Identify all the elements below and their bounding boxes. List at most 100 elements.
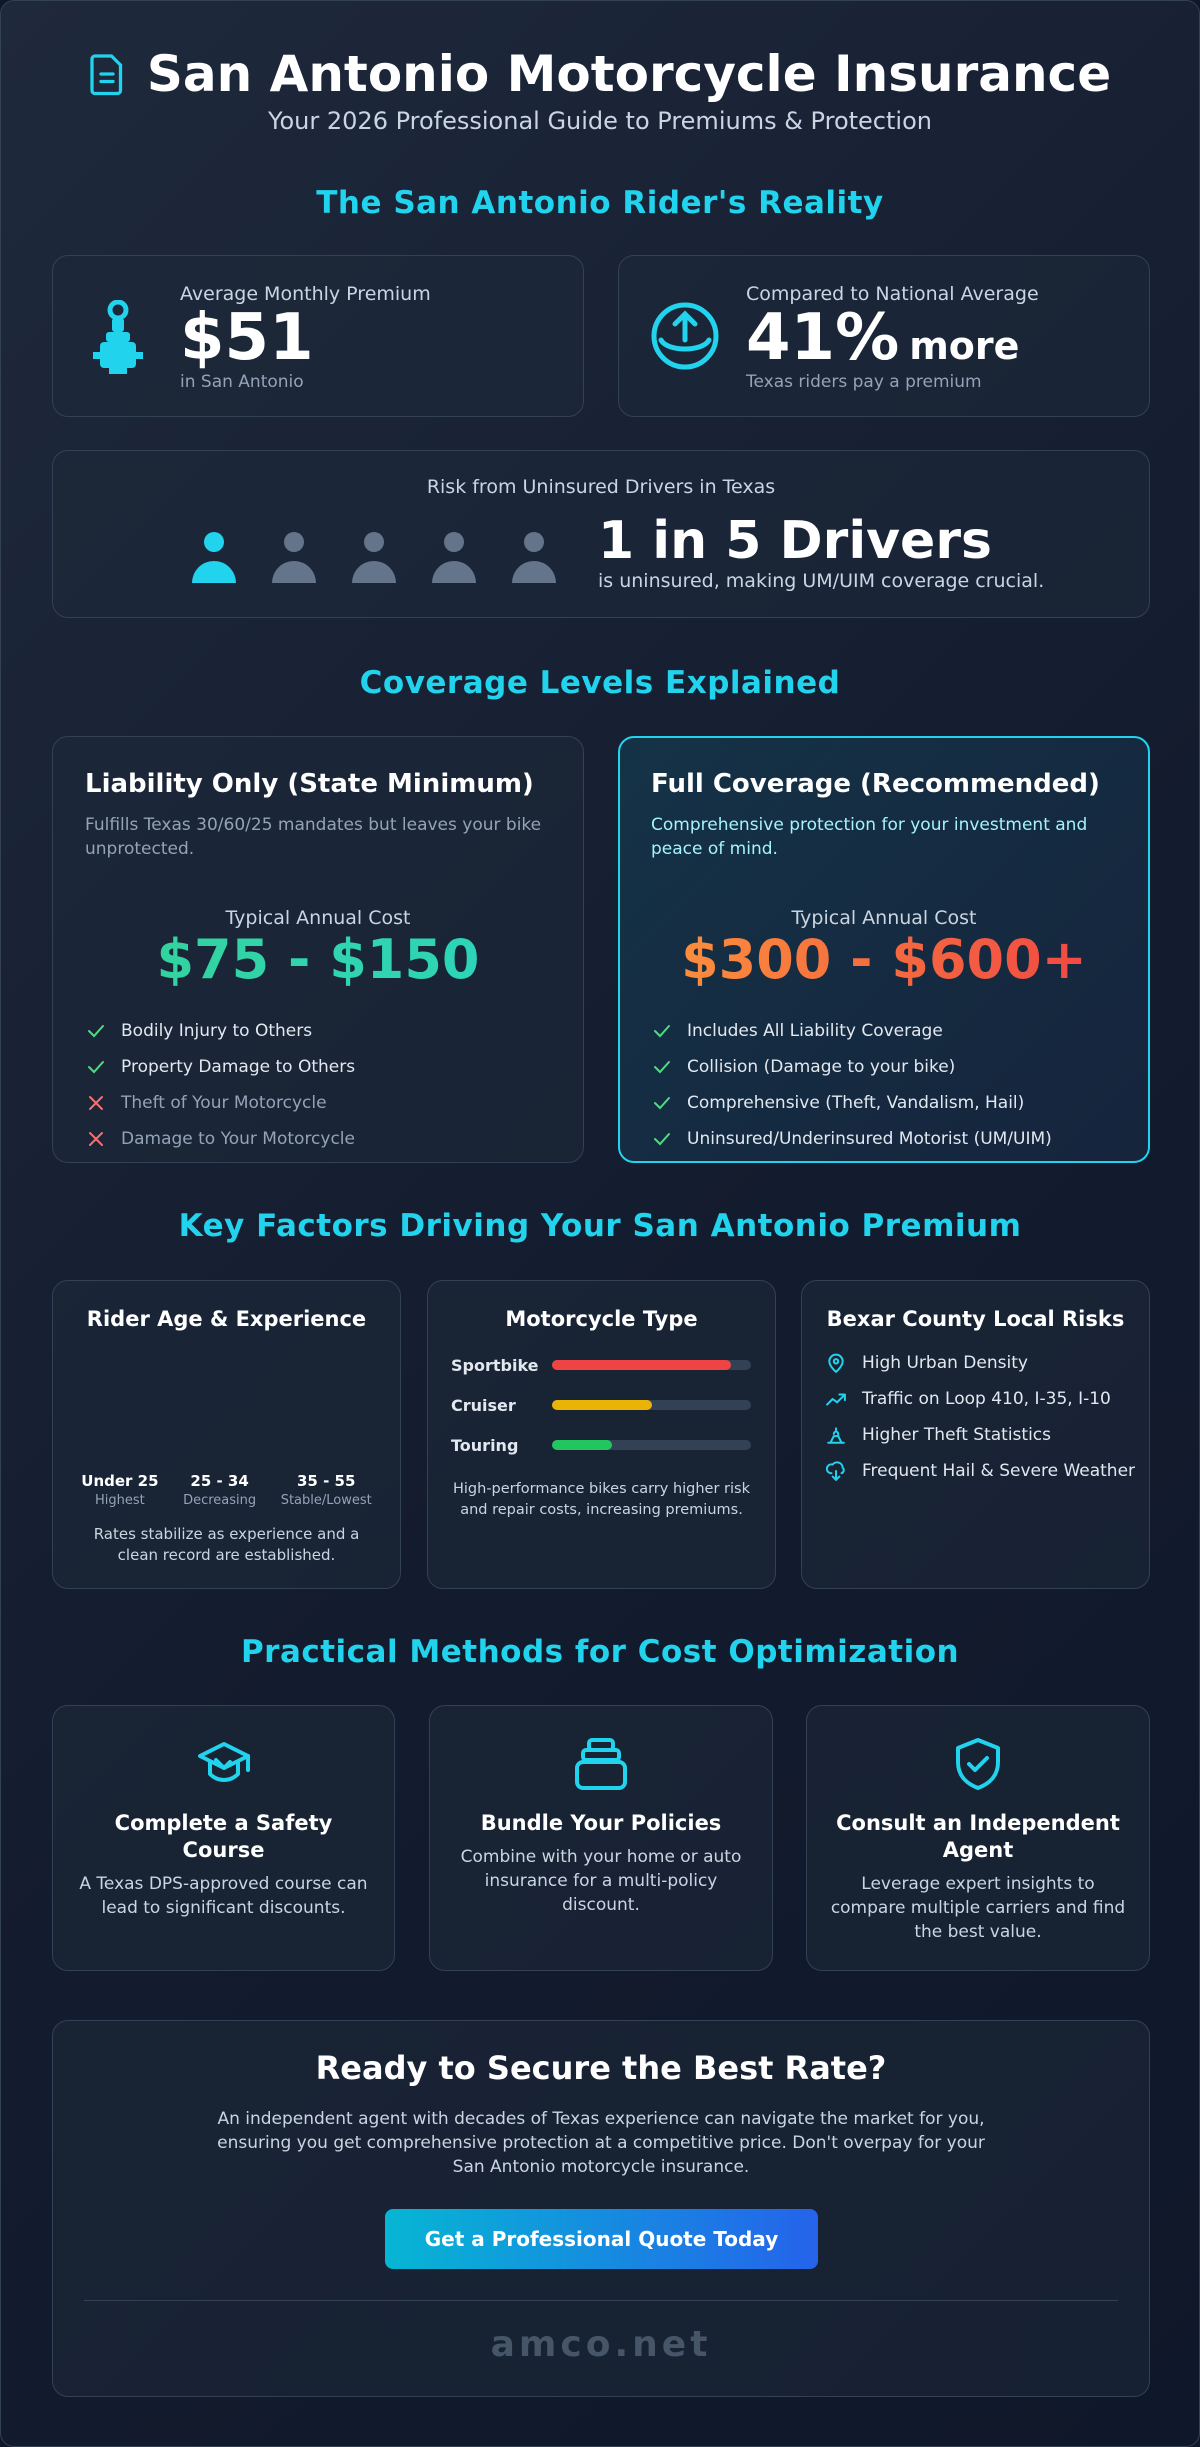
- icon-path: [89, 1096, 103, 1111]
- footer-brand: amco.net: [490, 2324, 712, 2365]
- age-label: Under 25: [81, 1472, 159, 1490]
- icon-path: [654, 1025, 670, 1038]
- factor-title: Bexar County Local Risks: [826, 1307, 1125, 1331]
- age-note: Decreasing: [183, 1493, 257, 1508]
- risk-card: Risk from Uninsured Drivers in Texas 1 i…: [52, 450, 1150, 618]
- type-name: Cruiser: [451, 1395, 516, 1415]
- method-text: Combine with your home or auto insurance…: [460, 1847, 742, 1915]
- factor-title: Motorcycle Type: [505, 1307, 698, 1331]
- icon-path: [88, 1061, 104, 1074]
- feature-text: Property Damage to Others: [121, 1057, 356, 1078]
- cta-text: An independent agent with decades of Tex…: [217, 2109, 985, 2177]
- factor-card: Motorcycle Type Sportbike Cruiser Touring …: [427, 1280, 776, 1589]
- doc-icon: [90, 54, 123, 96]
- icon-path: [826, 1461, 845, 1481]
- factor-card: Bexar County Local Risks High Urban Dens…: [801, 1280, 1150, 1589]
- bar-track: [552, 1400, 751, 1410]
- feature: Theft of Your Motorcycle: [85, 1085, 551, 1121]
- quote-button[interactable]: Get a Professional Quote Today: [385, 2209, 818, 2269]
- bar-track: [552, 1440, 751, 1450]
- stack-icon: [575, 1738, 627, 1790]
- feature-list: Includes All Liability Coverage Collision…: [651, 1013, 1117, 1157]
- icon-path: [654, 1133, 670, 1146]
- people-icons: [192, 532, 556, 583]
- risk-text: Frequent Hail & Severe Weather: [862, 1461, 1136, 1481]
- method-text: A Texas DPS-approved course can lead to …: [79, 1874, 368, 1918]
- icon-path: [826, 1393, 846, 1406]
- icon-path: [654, 1097, 670, 1110]
- feature: Includes All Liability Coverage: [651, 1013, 1117, 1049]
- check-icon: [654, 1025, 670, 1038]
- risk-icon: [828, 1353, 844, 1373]
- type-name: Touring: [451, 1435, 519, 1455]
- plan-description: Fulfills Texas 30/60/25 mandates but lea…: [85, 815, 542, 859]
- method-title: Complete a Safety Course: [114, 1811, 333, 1862]
- title: San Antonio Motorcycle Insurance: [146, 45, 1112, 103]
- age-label: 25 - 34: [190, 1472, 249, 1490]
- cost-label: Typical Annual Cost: [225, 907, 411, 929]
- shield-icon: [956, 1738, 1000, 1790]
- risk-text: Traffic on Loop 410, I-35, I-10: [862, 1389, 1111, 1409]
- factor-title: Rider Age & Experience: [86, 1307, 367, 1331]
- type-name: Sportbike: [451, 1355, 539, 1375]
- type-bars: Sportbike Cruiser Touring: [451, 1345, 751, 1465]
- check-icon: [654, 1061, 670, 1074]
- method-card: Consult an Independent Agent Leverage ex…: [806, 1705, 1150, 1971]
- cta-card: Ready to Secure the Best Rate? An indepe…: [52, 2020, 1150, 2397]
- cost-label: Typical Annual Cost: [791, 907, 977, 929]
- icon-path: [88, 1025, 104, 1038]
- feature: Property Damage to Others: [85, 1049, 551, 1085]
- type-row: Cruiser: [451, 1385, 751, 1425]
- plan-card: Liability Only (State Minimum) Fulfills …: [52, 736, 584, 1163]
- factor-note: High-performance bikes carry higher risk…: [453, 1481, 750, 1518]
- stat-value: $51: [180, 301, 314, 375]
- divider: [84, 2300, 1118, 2301]
- cost: $75 - $150: [85, 928, 551, 991]
- risk-icon: [826, 1461, 845, 1481]
- factor-card: Rider Age & Experience Under 25 Highest 25…: [52, 1280, 401, 1589]
- section-heading: Practical Methods for Cost Optimization: [240, 1634, 960, 1670]
- feature-list: Bodily Injury to Others Property Damage t…: [85, 1013, 551, 1157]
- feature-text: Comprehensive (Theft, Vandalism, Hail): [687, 1093, 1025, 1114]
- plan-title: Full Coverage (Recommended): [651, 769, 1100, 799]
- icon-path: [828, 1353, 844, 1373]
- risk-item: High Urban Density: [826, 1345, 1149, 1381]
- risk-list: High Urban Density Traffic on Loop 410, I…: [826, 1345, 1149, 1489]
- stat-note: in San Antonio: [180, 372, 304, 393]
- icon-path: [827, 1427, 845, 1444]
- method-title: Consult an Independent Agent: [836, 1811, 1120, 1862]
- stat-label: Compared to National Average: [746, 283, 1039, 305]
- risk-text: Higher Theft Statistics: [862, 1425, 1052, 1445]
- feature: Bodily Injury to Others: [85, 1013, 551, 1049]
- plan-title: Liability Only (State Minimum): [85, 769, 534, 799]
- check-icon: [654, 1133, 670, 1146]
- check-icon: [88, 1061, 104, 1074]
- bar: [552, 1400, 652, 1410]
- feature: Collision (Damage to your bike): [651, 1049, 1117, 1085]
- risk-icon: [827, 1427, 845, 1444]
- bar: [552, 1440, 612, 1450]
- section-heading: Coverage Levels Explained: [359, 665, 841, 701]
- feature-text: Bodily Injury to Others: [121, 1021, 313, 1042]
- stat-card: Compared to National Average 41% more Tex…: [618, 255, 1150, 417]
- age-group: 35 - 55 Stable/Lowest: [281, 1472, 372, 1508]
- risk-icon: [826, 1393, 846, 1406]
- cost: $300 - $600+: [651, 928, 1117, 991]
- risk-item: Traffic on Loop 410, I-35, I-10: [826, 1381, 1149, 1417]
- feature: Comprehensive (Theft, Vandalism, Hail): [651, 1085, 1117, 1121]
- type-row: Touring: [451, 1425, 751, 1465]
- age-label: 35 - 55: [296, 1472, 356, 1490]
- risk-item: Frequent Hail & Severe Weather: [826, 1453, 1149, 1489]
- stat-card: Average Monthly Premium $51 in San Anton…: [52, 255, 584, 417]
- section-heading: The San Antonio Rider's Reality: [316, 185, 884, 221]
- method-card: Bundle Your Policies Combine with your h…: [429, 1705, 773, 1971]
- age-group: 25 - 34 Decreasing: [183, 1472, 256, 1508]
- thermometer-icon: [93, 300, 143, 374]
- feature-text: Uninsured/Underinsured Motorist (UM/UIM): [687, 1129, 1052, 1150]
- cross-icon: [89, 1132, 103, 1147]
- age-note: Highest: [95, 1493, 145, 1508]
- icon-path: [654, 1061, 670, 1074]
- bar: [552, 1360, 732, 1370]
